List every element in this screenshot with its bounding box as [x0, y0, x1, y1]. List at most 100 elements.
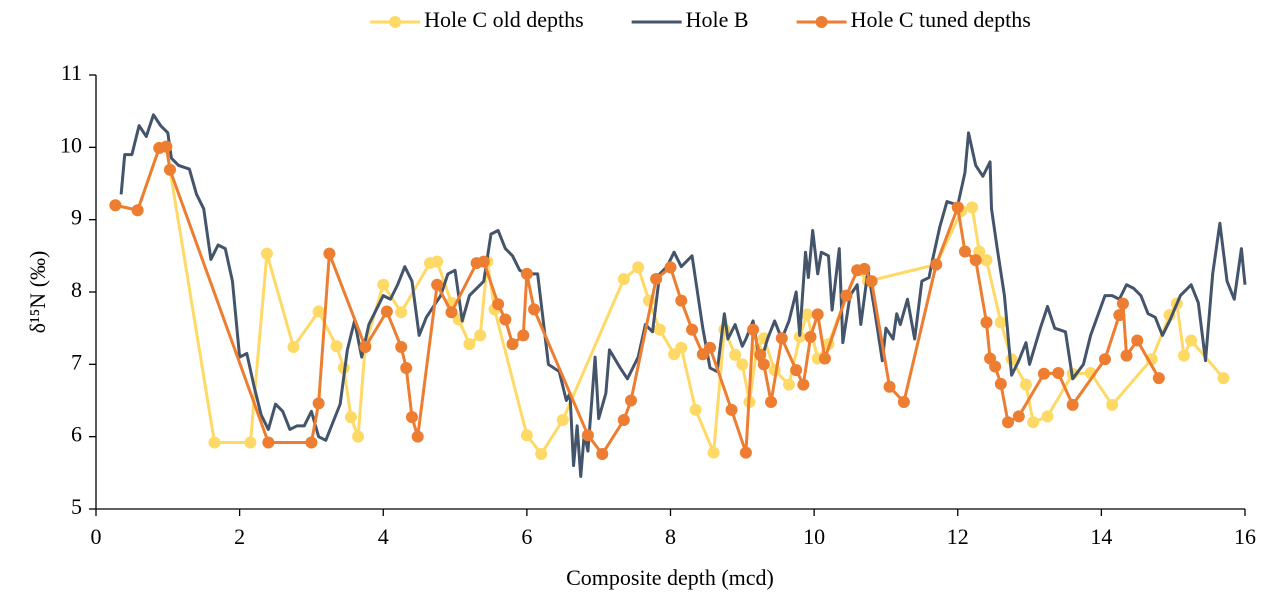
series-marker	[463, 338, 476, 351]
series-marker	[131, 204, 144, 217]
x-tick-label: 8	[665, 524, 676, 549]
series-marker	[800, 308, 813, 321]
series-marker	[400, 361, 413, 374]
series-marker	[344, 411, 357, 424]
series-marker	[1177, 349, 1190, 362]
series-marker	[262, 436, 275, 449]
series-marker	[775, 332, 788, 345]
series-marker	[958, 245, 971, 258]
series-marker	[305, 436, 318, 449]
x-tick-label: 4	[378, 524, 389, 549]
series-marker	[736, 358, 749, 371]
series-marker	[395, 340, 408, 353]
series-marker	[989, 360, 1002, 373]
legend-item: Hole B	[631, 7, 749, 32]
series-marker	[517, 329, 530, 342]
series-marker	[1152, 372, 1165, 385]
y-tick-label: 11	[61, 60, 82, 85]
x-axis-label: Composite depth (mcd)	[566, 565, 774, 590]
x-tick-label: 0	[91, 524, 102, 549]
series-line	[115, 145, 1225, 456]
series-marker	[980, 254, 993, 267]
x-tick-label: 2	[234, 524, 245, 549]
series-marker	[1041, 410, 1054, 423]
series-marker	[865, 275, 878, 288]
series-marker	[260, 247, 273, 260]
y-tick-label: 9	[71, 205, 82, 230]
series-marker	[765, 395, 778, 408]
series-marker	[754, 348, 767, 361]
series-marker	[797, 378, 810, 391]
series-marker	[757, 358, 770, 371]
x-tick-label: 16	[1234, 524, 1256, 549]
series-marker	[689, 403, 702, 416]
y-tick-label: 5	[71, 494, 82, 519]
series-marker	[686, 323, 699, 336]
series-marker	[431, 278, 444, 291]
series-marker	[499, 313, 512, 326]
series-marker	[725, 403, 738, 416]
series-marker	[520, 267, 533, 280]
x-tick-label: 6	[521, 524, 532, 549]
series-marker	[804, 330, 817, 343]
series-marker	[930, 258, 943, 271]
series-marker	[675, 294, 688, 307]
series-marker	[1106, 398, 1119, 411]
series-marker	[528, 303, 541, 316]
series-marker	[474, 329, 487, 342]
series-marker	[617, 272, 630, 285]
series-line	[115, 145, 1161, 456]
series-marker	[632, 261, 645, 274]
series-marker	[377, 278, 390, 291]
series-marker	[1131, 334, 1144, 347]
legend-label: Hole C tuned depths	[851, 7, 1031, 32]
series-marker	[790, 364, 803, 377]
series-marker	[1019, 378, 1032, 391]
series-marker	[352, 430, 365, 443]
series-marker	[520, 429, 533, 442]
legend-item: Hole C tuned depths	[796, 7, 1031, 32]
series-marker	[840, 289, 853, 302]
series-marker	[1037, 367, 1050, 380]
series-marker	[405, 411, 418, 424]
series-marker	[782, 378, 795, 391]
series-marker	[625, 394, 638, 407]
series-marker	[287, 340, 300, 353]
series-marker	[323, 247, 336, 260]
series-marker	[556, 414, 569, 427]
series-marker	[747, 323, 760, 336]
series-marker	[1113, 309, 1126, 322]
series-marker	[617, 414, 630, 427]
series-marker	[163, 163, 176, 176]
series-marker	[664, 261, 677, 274]
series-marker	[653, 323, 666, 336]
y-tick-label: 10	[60, 132, 82, 157]
series-marker	[411, 430, 424, 443]
series-marker	[994, 316, 1007, 329]
series-marker	[858, 262, 871, 275]
series-marker	[535, 448, 548, 461]
series-marker	[675, 341, 688, 354]
series-marker	[160, 140, 173, 153]
series-line	[119, 113, 1247, 478]
series-marker	[951, 201, 964, 214]
series-marker	[581, 429, 594, 442]
series-marker	[1002, 416, 1015, 429]
series-marker	[969, 254, 982, 267]
series-marker	[1027, 416, 1040, 429]
series-marker	[492, 298, 505, 311]
legend-marker	[815, 16, 828, 28]
series-marker	[1217, 372, 1230, 385]
series-marker	[1116, 297, 1129, 310]
series-marker	[109, 199, 122, 212]
series-marker	[897, 395, 910, 408]
series-marker	[208, 436, 221, 449]
series-marker	[739, 446, 752, 459]
series-marker	[650, 272, 663, 285]
series-marker	[395, 306, 408, 319]
y-tick-label: 8	[71, 277, 82, 302]
series-marker	[1098, 353, 1111, 366]
series-marker	[506, 338, 519, 351]
legend-item: Hole C old depths	[370, 7, 584, 32]
